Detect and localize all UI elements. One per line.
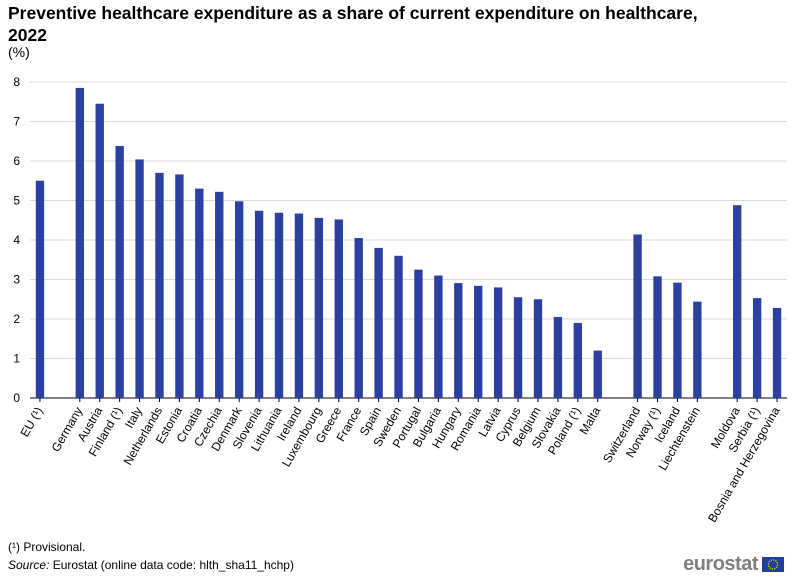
chart-title: Preventive healthcare expenditure as a s…: [8, 3, 698, 45]
source-text: Eurostat (online data code: hlth_sha11_h…: [52, 558, 294, 572]
x-tick-label: EU (¹): [17, 405, 45, 440]
bar: [294, 213, 304, 398]
bar: [274, 212, 284, 398]
y-tick-label: 4: [13, 233, 20, 247]
bar: [434, 275, 443, 398]
bar: [493, 287, 503, 398]
bar: [513, 297, 523, 398]
bar: [314, 217, 324, 398]
bar: [75, 87, 84, 399]
bar: [95, 103, 104, 398]
bar: [593, 350, 602, 398]
y-tick-label: 6: [13, 154, 20, 168]
bar: [374, 247, 383, 398]
bar: [752, 298, 762, 398]
source-label: Source:: [8, 558, 50, 572]
bar: [354, 238, 363, 398]
bar: [394, 255, 403, 398]
bar: [633, 234, 642, 398]
bar: [772, 307, 782, 398]
eu-flag-icon: [762, 557, 784, 572]
bar: [215, 191, 224, 398]
bar: [573, 322, 583, 398]
bar: [733, 205, 742, 398]
x-tick-label: Malta: [577, 404, 604, 437]
bar: [653, 276, 662, 398]
bar: [474, 285, 483, 398]
footnote: (¹) Provisional.: [8, 540, 86, 554]
y-tick-label: 2: [13, 312, 20, 326]
bar: [533, 299, 543, 398]
logo-text: eurostat: [683, 553, 758, 575]
bar: [454, 283, 463, 398]
bar: [115, 145, 124, 398]
y-tick-label: 1: [13, 352, 20, 366]
bar: [195, 188, 204, 398]
bar: [334, 219, 343, 398]
bar: [414, 269, 423, 398]
bar: [35, 180, 45, 398]
bar: [155, 172, 164, 398]
bar: [234, 201, 244, 398]
bar: [254, 210, 264, 398]
y-tick-label: 7: [13, 115, 20, 129]
bar: [135, 159, 144, 398]
eurostat-logo: eurostat: [683, 553, 784, 576]
y-axis-unit: (%): [8, 44, 30, 60]
bar: [175, 174, 184, 398]
y-tick-label: 8: [13, 75, 20, 89]
y-tick-label: 0: [13, 391, 20, 405]
bar: [553, 317, 563, 398]
y-tick-label: 3: [13, 273, 20, 287]
bar: [673, 282, 682, 398]
y-tick-label: 5: [13, 194, 20, 208]
source-line: Source: Eurostat (online data code: hlth…: [8, 558, 294, 572]
bar: [693, 301, 702, 398]
